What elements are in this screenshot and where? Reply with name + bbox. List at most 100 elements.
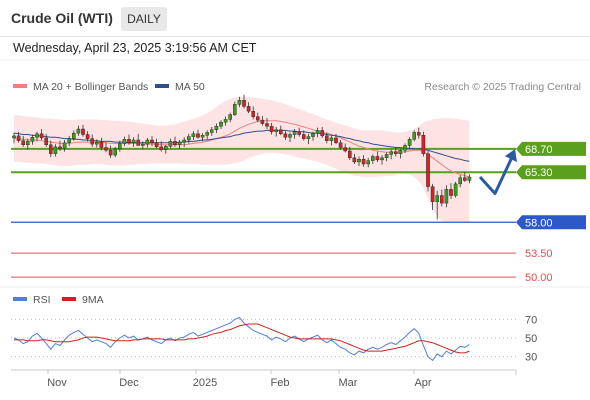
candle <box>384 152 389 162</box>
candle-body <box>430 186 435 202</box>
candle-body <box>21 140 26 146</box>
candle <box>297 127 302 137</box>
legend-label-ma20-bb: MA 20 + Bollinger Bands <box>33 81 148 93</box>
legend-label-9ma: 9MA <box>82 294 104 306</box>
candle <box>325 132 329 144</box>
candle-body <box>214 126 219 130</box>
candle-body <box>30 137 35 142</box>
candle-body <box>371 156 375 161</box>
level-tag-bg-0 <box>516 141 586 156</box>
candle-body <box>16 135 21 141</box>
candle <box>315 127 320 138</box>
candle <box>44 133 48 147</box>
candle <box>81 124 85 137</box>
rsi-tick-label-70: 70 <box>525 314 537 326</box>
candle-body <box>127 139 131 143</box>
candle <box>426 150 430 192</box>
candle-body <box>444 189 449 204</box>
candlesticks <box>12 94 472 220</box>
candle <box>205 130 210 140</box>
level-tag-text-1: 65.30 <box>525 167 553 179</box>
candle <box>223 116 228 126</box>
rsi-tick-label-30: 30 <box>525 352 537 364</box>
candle <box>453 181 458 198</box>
candle <box>334 133 338 145</box>
candle <box>35 131 39 142</box>
candle-body <box>389 151 394 155</box>
candle-body <box>463 177 467 181</box>
candle-body <box>99 141 104 148</box>
level-target-text-3: 53.50 <box>525 248 553 260</box>
x-tick-label-5: Apr <box>414 377 431 389</box>
candle-body <box>35 133 39 138</box>
candle <box>242 94 246 109</box>
candle <box>430 183 435 210</box>
candle-body <box>265 123 269 127</box>
candle <box>39 129 44 140</box>
candle <box>200 133 205 142</box>
candle <box>389 149 394 160</box>
candle <box>251 106 256 120</box>
candle <box>246 102 251 114</box>
legend-swatch-rsi <box>13 297 27 301</box>
candle-body <box>131 139 136 143</box>
candle-body <box>417 132 421 136</box>
timeframe-tab-daily[interactable]: DAILY <box>121 7 167 31</box>
report-datetime: Wednesday, April 23, 2025 3:19:56 AM CET <box>13 41 257 55</box>
candle-body <box>375 156 380 161</box>
candle <box>12 132 16 144</box>
candle-body <box>196 133 200 138</box>
candle <box>173 136 177 147</box>
candle-body <box>191 133 196 137</box>
candle <box>352 153 357 164</box>
candle-body <box>426 153 430 187</box>
candle <box>283 131 288 140</box>
level-tag-bg-1 <box>516 165 586 180</box>
candle <box>311 131 315 141</box>
candle-body <box>334 137 338 143</box>
candle <box>348 146 352 160</box>
candle <box>21 135 26 147</box>
candle <box>94 139 99 148</box>
candle-body <box>232 104 237 115</box>
candle-body <box>283 133 288 138</box>
candle-body <box>182 139 187 143</box>
candle <box>403 143 407 154</box>
candle-body <box>209 129 214 133</box>
level-tag-2: 58.00 <box>516 215 586 230</box>
candle <box>444 185 449 208</box>
candle <box>186 133 191 144</box>
candle <box>58 140 62 151</box>
candle-body <box>246 106 251 112</box>
candle-body <box>81 128 85 135</box>
candle-body <box>186 136 191 141</box>
candle-body <box>140 143 145 146</box>
level-tag-text-2: 58.00 <box>525 217 553 229</box>
candle-body <box>352 157 357 163</box>
candle <box>366 157 371 168</box>
candle <box>62 140 67 152</box>
candle <box>260 116 265 126</box>
candle-body <box>12 135 16 139</box>
candle <box>136 133 141 146</box>
candle <box>154 138 159 149</box>
candle-body <box>274 129 279 132</box>
candle-body <box>269 126 274 132</box>
candle-body <box>163 145 168 150</box>
candle <box>274 126 279 137</box>
x-tick-label-3: Feb <box>271 377 290 389</box>
candle-body <box>361 158 366 165</box>
candle <box>467 174 472 184</box>
rsi-lines <box>13 316 470 362</box>
candle <box>159 141 164 152</box>
candle <box>219 120 223 130</box>
candle <box>85 131 90 142</box>
candle-body <box>219 121 223 127</box>
candle-body <box>251 110 256 117</box>
candle <box>435 190 440 220</box>
candle <box>196 129 200 139</box>
candle <box>338 140 343 150</box>
candle-body <box>348 150 352 159</box>
candle <box>306 133 311 145</box>
